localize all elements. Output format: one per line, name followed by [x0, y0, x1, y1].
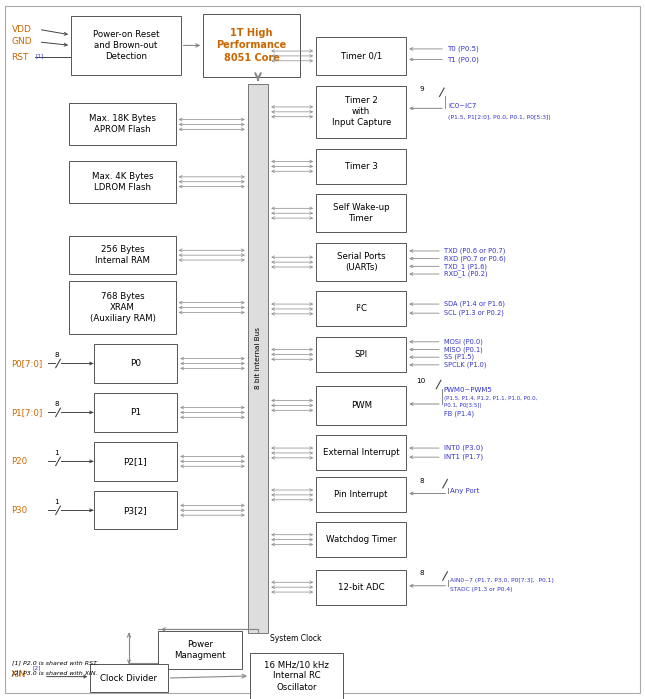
- FancyBboxPatch shape: [316, 337, 406, 372]
- Text: PWM: PWM: [351, 401, 372, 410]
- FancyBboxPatch shape: [316, 243, 406, 281]
- FancyBboxPatch shape: [316, 36, 406, 75]
- Text: INT1 (P1.7): INT1 (P1.7): [444, 454, 483, 461]
- FancyBboxPatch shape: [70, 281, 175, 333]
- Text: Power-on Reset
and Brown-out
Detection: Power-on Reset and Brown-out Detection: [92, 30, 159, 61]
- FancyBboxPatch shape: [316, 386, 406, 425]
- Text: 1: 1: [54, 499, 59, 505]
- Text: P0.1, P0[3:5]): P0.1, P0[3:5]): [444, 403, 481, 408]
- Text: FB (P1.4): FB (P1.4): [444, 410, 474, 417]
- Text: 1: 1: [54, 450, 59, 456]
- Text: P3[2]: P3[2]: [124, 506, 147, 514]
- Text: (P1.5, P1[2:0], P0.0, P0.1, P0[5:3]): (P1.5, P1[2:0], P0.0, P0.1, P0[5:3]): [448, 115, 551, 120]
- Text: VDD: VDD: [12, 25, 32, 34]
- FancyBboxPatch shape: [250, 653, 343, 699]
- Text: Serial Ports
(UARTs): Serial Ports (UARTs): [337, 252, 386, 272]
- Text: Timer 0/1: Timer 0/1: [341, 52, 382, 60]
- Text: 1T High
Performance
8051 Core: 1T High Performance 8051 Core: [217, 28, 286, 63]
- FancyBboxPatch shape: [316, 194, 406, 232]
- Text: SDA (P1.4 or P1.6): SDA (P1.4 or P1.6): [444, 301, 505, 308]
- Text: Any Port: Any Port: [450, 489, 480, 494]
- FancyBboxPatch shape: [70, 236, 175, 274]
- Text: SS (P1.5): SS (P1.5): [444, 354, 474, 361]
- Text: 8: 8: [419, 570, 424, 576]
- Text: External Interrupt: External Interrupt: [323, 449, 399, 457]
- Text: TXD_1 (P1.6): TXD_1 (P1.6): [444, 263, 487, 270]
- FancyBboxPatch shape: [316, 570, 406, 605]
- FancyBboxPatch shape: [70, 161, 175, 203]
- Text: 8: 8: [54, 401, 59, 407]
- Text: Timer 3: Timer 3: [345, 162, 377, 171]
- Text: 256 Bytes
Internal RAM: 256 Bytes Internal RAM: [95, 245, 150, 265]
- FancyBboxPatch shape: [316, 149, 406, 184]
- FancyBboxPatch shape: [5, 6, 640, 693]
- Text: 9: 9: [419, 87, 424, 92]
- FancyBboxPatch shape: [316, 522, 406, 557]
- Text: P0[7:0]: P0[7:0]: [11, 359, 42, 368]
- Text: AIN0~7 (P1.7, P3.0, P0[7:3],  P0.1): AIN0~7 (P1.7, P3.0, P0[7:3], P0.1): [450, 577, 554, 583]
- Text: RXD_1 (P0.2): RXD_1 (P0.2): [444, 271, 488, 278]
- Text: [2] P3.0 is shared with XIN.: [2] P3.0 is shared with XIN.: [12, 670, 97, 675]
- Text: [1] P2.0 is shared with RST.: [1] P2.0 is shared with RST.: [12, 660, 98, 665]
- Text: P1[7:0]: P1[7:0]: [11, 408, 42, 417]
- Text: P30: P30: [11, 506, 27, 514]
- Text: 768 Bytes
XRAM
(Auxiliary RAM): 768 Bytes XRAM (Auxiliary RAM): [90, 292, 155, 323]
- Text: I²C: I²C: [355, 305, 367, 313]
- Text: GND: GND: [12, 38, 32, 46]
- Text: 8 bit Internal Bus: 8 bit Internal Bus: [255, 327, 261, 389]
- Text: 8: 8: [54, 352, 59, 358]
- Text: SCL (P1.3 or P0.2): SCL (P1.3 or P0.2): [444, 310, 504, 317]
- Text: RST: RST: [12, 53, 29, 62]
- Text: SPCLK (P1.0): SPCLK (P1.0): [444, 361, 486, 368]
- Text: T1 (P0.0): T1 (P0.0): [447, 56, 479, 63]
- Text: (P1.5, P1.4, P1.2, P1.1, P1.0, P0.0,: (P1.5, P1.4, P1.2, P1.1, P1.0, P0.0,: [444, 396, 537, 401]
- Text: XIN: XIN: [11, 670, 26, 679]
- Text: Timer 2
with
Input Capture: Timer 2 with Input Capture: [332, 96, 391, 127]
- FancyBboxPatch shape: [158, 630, 242, 670]
- FancyBboxPatch shape: [316, 435, 406, 470]
- Text: Max. 4K Bytes
LDROM Flash: Max. 4K Bytes LDROM Flash: [92, 172, 154, 192]
- Text: Pin Interrupt: Pin Interrupt: [335, 491, 388, 499]
- Text: 12-bit ADC: 12-bit ADC: [338, 583, 384, 591]
- Text: [1]: [1]: [35, 53, 44, 59]
- FancyBboxPatch shape: [90, 664, 168, 692]
- FancyBboxPatch shape: [70, 103, 175, 145]
- Text: 16 MHz/10 kHz
Internal RC
Oscillator: 16 MHz/10 kHz Internal RC Oscillator: [264, 661, 329, 691]
- Text: Clock Divider: Clock Divider: [101, 674, 157, 682]
- Text: RXD (P0.7 or P0.6): RXD (P0.7 or P0.6): [444, 255, 506, 262]
- FancyBboxPatch shape: [94, 393, 177, 432]
- Text: P2[1]: P2[1]: [124, 457, 147, 466]
- Text: TXD (P0.6 or P0.7): TXD (P0.6 or P0.7): [444, 247, 505, 254]
- Text: IC0~IC7: IC0~IC7: [448, 103, 477, 109]
- FancyBboxPatch shape: [316, 86, 406, 138]
- Text: P20: P20: [11, 457, 27, 466]
- Text: Max. 18K Bytes
APROM Flash: Max. 18K Bytes APROM Flash: [89, 115, 156, 134]
- FancyBboxPatch shape: [94, 442, 177, 481]
- FancyBboxPatch shape: [71, 15, 181, 75]
- Text: P1: P1: [130, 408, 141, 417]
- Text: T0 (P0.5): T0 (P0.5): [447, 45, 479, 52]
- Text: MOSI (P0.0): MOSI (P0.0): [444, 338, 482, 345]
- Text: System Clock: System Clock: [270, 634, 321, 642]
- FancyBboxPatch shape: [316, 291, 406, 326]
- FancyBboxPatch shape: [94, 491, 177, 530]
- FancyBboxPatch shape: [203, 14, 300, 77]
- Text: SPI: SPI: [355, 350, 368, 359]
- FancyBboxPatch shape: [248, 84, 268, 633]
- Text: 8: 8: [419, 478, 424, 484]
- Text: Power
Managment: Power Managment: [174, 640, 226, 660]
- Text: P0: P0: [130, 359, 141, 368]
- Text: STADC (P1.3 or P0.4): STADC (P1.3 or P0.4): [450, 586, 513, 592]
- FancyBboxPatch shape: [316, 477, 406, 512]
- Text: Self Wake-up
Timer: Self Wake-up Timer: [333, 203, 390, 223]
- Text: MISO (P0.1): MISO (P0.1): [444, 346, 482, 353]
- Text: Watchdog Timer: Watchdog Timer: [326, 535, 397, 544]
- FancyBboxPatch shape: [94, 345, 177, 383]
- Text: INT0 (P3.0): INT0 (P3.0): [444, 445, 483, 452]
- Text: [2]: [2]: [32, 665, 41, 671]
- Text: PWM0~PWM5: PWM0~PWM5: [444, 387, 493, 393]
- Text: 10: 10: [416, 378, 425, 384]
